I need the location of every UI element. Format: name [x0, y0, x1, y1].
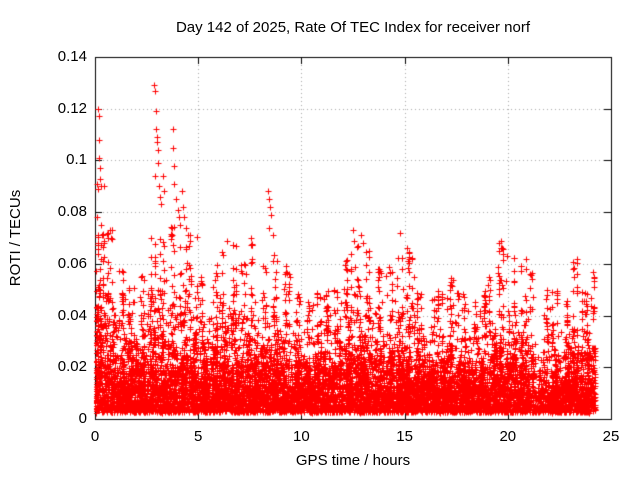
x-tick-label: 10	[293, 428, 310, 445]
y-tick-label: 0.04	[57, 306, 87, 324]
y-tick-label: 0.1	[66, 151, 87, 169]
y-tick-label: 0	[78, 410, 87, 427]
y-tick-label: 0.08	[57, 203, 87, 221]
y-tick-label: 0.02	[57, 358, 87, 376]
x-axis-label: GPS time / hours	[295, 452, 411, 469]
y-tick-label: 0.12	[57, 99, 87, 117]
x-tick-label: 20	[499, 428, 517, 445]
x-tick-label: 25	[602, 428, 620, 445]
y-tick-label: 0.06	[57, 254, 87, 272]
chart-title: Day 142 of 2025, Rate Of TEC Index for r…	[175, 19, 531, 36]
y-tick-label: 0.14	[57, 48, 87, 65]
x-tick-label: 15	[396, 428, 413, 445]
x-tick-label: 0	[90, 428, 100, 445]
x-tick-label: 5	[194, 428, 203, 445]
y-axis-label: ROTI / TECUs	[7, 189, 24, 287]
